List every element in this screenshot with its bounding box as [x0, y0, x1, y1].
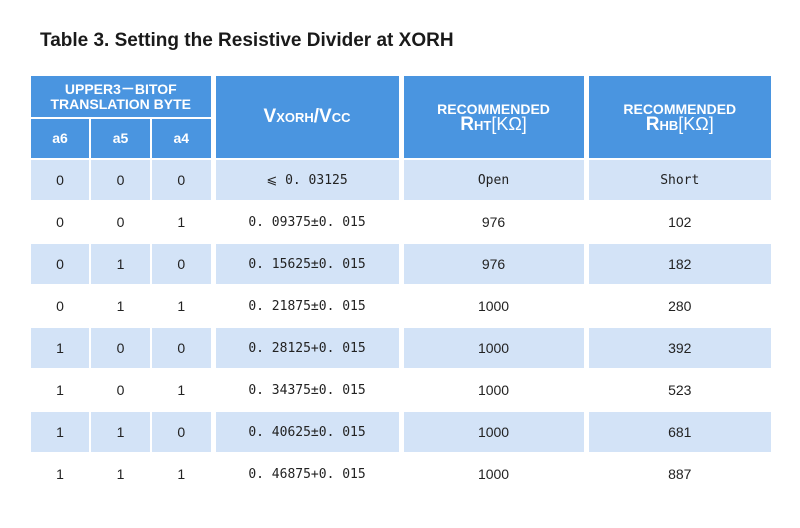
- header-text: RECOMMENDED: [623, 100, 737, 117]
- table-cell: Short: [583, 158, 774, 202]
- table-cell: 1: [29, 452, 91, 496]
- bit-header: a4: [149, 117, 215, 160]
- table-cell: 976: [398, 200, 588, 244]
- table-row: 0 0 1 0. 09375±0. 015 976 102: [29, 200, 774, 244]
- table-cell: 887: [583, 452, 774, 496]
- ratio-part: /V: [313, 106, 332, 127]
- table-row: 0 0 0 ⩽ 0. 03125 Open Short: [29, 158, 774, 202]
- header-text: R: [460, 113, 474, 135]
- header-text: [KΩ]: [678, 113, 714, 134]
- table-cell: 1: [149, 200, 215, 244]
- ratio-part: CC: [331, 110, 351, 125]
- table-cell: 681: [583, 410, 774, 454]
- table-cell: 0: [149, 242, 215, 286]
- table-cell: 1: [149, 452, 215, 496]
- table-cell: 1: [29, 326, 91, 370]
- table-row: 1 1 0 0. 40625±0. 015 1000 681: [29, 410, 774, 454]
- table-cell: 0. 15625±0. 015: [210, 242, 403, 286]
- table-body: 0 0 0 ⩽ 0. 03125 Open Short 0 0 1 0. 09375±0. 015…: [29, 158, 774, 496]
- table-cell: 280: [583, 284, 774, 328]
- table-cell: 0: [89, 326, 152, 370]
- table-cell: 0: [149, 158, 215, 202]
- table-title: Table 3. Setting the Resistive Divider a…: [40, 30, 454, 51]
- table-cell: 102: [583, 200, 774, 244]
- table-cell: 0. 28125+0. 015: [210, 326, 403, 370]
- table-cell: 0. 40625±0. 015: [210, 410, 403, 454]
- table-cell: ⩽ 0. 03125: [210, 158, 403, 202]
- table-cell: 1: [89, 410, 152, 454]
- table-cell: 0. 34375±0. 015: [210, 368, 403, 412]
- ratio-part: V: [263, 106, 277, 127]
- table-cell: 0. 09375±0. 015: [210, 200, 403, 244]
- table-cell: 1000: [398, 368, 588, 412]
- table-row: 1 1 1 0. 46875+0. 015 1000 887: [29, 452, 774, 496]
- table-cell: 1: [89, 242, 152, 286]
- header-text: HB: [659, 117, 679, 133]
- table-cell: 182: [583, 242, 774, 286]
- table-cell: 0: [149, 410, 215, 454]
- table-cell: 1000: [398, 410, 588, 454]
- table-cell: 0: [29, 200, 91, 244]
- header-text: R: [645, 113, 660, 135]
- rhb-header: RECOMMENDED RHB[KΩ]: [583, 74, 774, 160]
- ratio-header: VXORH/VCC: [210, 74, 403, 160]
- table-cell: 0: [89, 368, 152, 412]
- table-row: 1 0 1 0. 34375±0. 015 1000 523: [29, 368, 774, 412]
- rht-header: RECOMMENDED RHT[KΩ]: [398, 74, 588, 160]
- bit-header: a6: [29, 117, 91, 160]
- table-row: 1 0 0 0. 28125+0. 015 1000 392: [29, 326, 774, 370]
- table-row: 0 1 1 0. 21875±0. 015 1000 280: [29, 284, 774, 328]
- table-cell: 1000: [398, 326, 588, 370]
- table-cell: 1000: [398, 284, 588, 328]
- table-row: 0 1 0 0. 15625±0. 015 976 182: [29, 242, 774, 286]
- ratio-part: XORH: [276, 110, 314, 125]
- table-cell: 0: [29, 158, 91, 202]
- table-cell: 976: [398, 242, 588, 286]
- table-cell: Open: [398, 158, 588, 202]
- table-cell: 523: [583, 368, 774, 412]
- table-cell: 1: [29, 410, 91, 454]
- table-cell: 0. 21875±0. 015: [210, 284, 403, 328]
- table-cell: 0: [89, 200, 152, 244]
- table-cell: 1: [89, 452, 152, 496]
- group-header: UPPER3－BITOF TRANSLATION BYTE: [28, 74, 215, 119]
- table-cell: 1: [149, 284, 215, 328]
- header-text: HT: [473, 117, 492, 133]
- table-cell: 0. 46875+0. 015: [210, 452, 403, 496]
- bit-header: a5: [89, 117, 152, 160]
- table-cell: 0: [29, 284, 91, 328]
- table-cell: 1: [89, 284, 152, 328]
- table-cell: 1000: [398, 452, 588, 496]
- header-text: RECOMMENDED: [437, 100, 550, 117]
- table-cell: 0: [29, 242, 91, 286]
- table-cell: 1: [149, 368, 215, 412]
- group-line: UPPER3－BITOF: [64, 80, 177, 97]
- group-line: TRANSLATION BYTE: [50, 95, 192, 112]
- table-cell: 0: [89, 158, 152, 202]
- table-cell: 392: [583, 326, 774, 370]
- table-cell: 1: [29, 368, 91, 412]
- header-text: [KΩ]: [491, 113, 527, 134]
- table-cell: 0: [149, 326, 215, 370]
- data-table: UPPER3－BITOF TRANSLATION BYTE VXORH/VCC R…: [28, 74, 774, 496]
